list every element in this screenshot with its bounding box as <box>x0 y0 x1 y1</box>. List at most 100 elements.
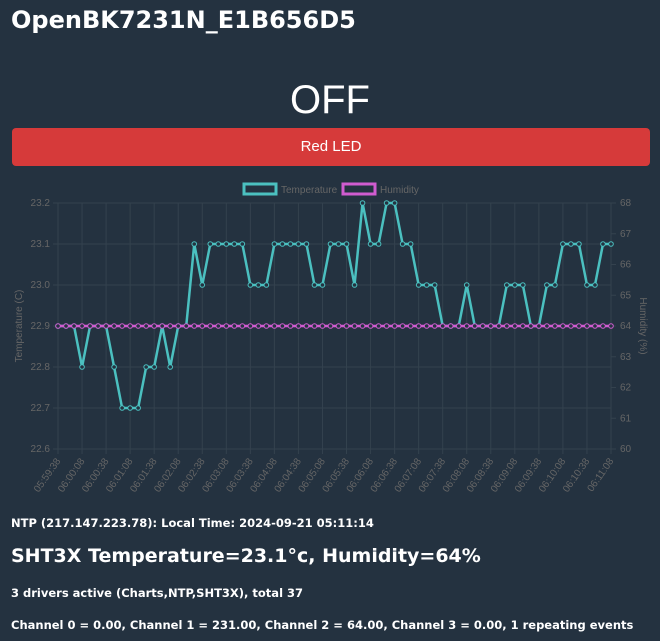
data-point <box>255 282 262 288</box>
data-point <box>431 323 438 329</box>
data-point <box>463 323 470 329</box>
y-tick-label: 22.9 <box>31 321 51 332</box>
data-point <box>71 323 77 329</box>
y2-tick-label: 61 <box>620 413 632 424</box>
data-point <box>495 323 502 329</box>
data-point <box>231 323 238 329</box>
data-point <box>463 282 470 288</box>
data-point <box>351 323 358 329</box>
data-point <box>415 323 422 329</box>
data-point <box>95 323 101 329</box>
y2-tick-label: 60 <box>620 444 632 455</box>
data-point <box>135 323 141 329</box>
data-point <box>127 405 133 411</box>
y2-tick-label: 67 <box>620 229 632 240</box>
data-point <box>287 323 294 329</box>
data-point <box>407 323 414 329</box>
data-point <box>560 323 566 329</box>
y2-tick-label: 63 <box>620 352 632 363</box>
data-point <box>544 282 550 288</box>
data-point <box>319 323 326 329</box>
data-point <box>247 323 254 329</box>
data-point <box>223 241 230 247</box>
sensor-line: SHT3X Temperature=23.1°c, Humidity=64% <box>11 545 481 567</box>
data-point <box>279 241 286 247</box>
y2-tick-label: 66 <box>620 260 632 271</box>
data-point <box>367 241 374 247</box>
toggle-button[interactable]: Red LED <box>12 128 650 166</box>
data-point <box>423 282 430 288</box>
data-point <box>111 323 117 329</box>
data-point <box>231 241 238 247</box>
y-tick-label: 22.8 <box>31 362 51 373</box>
data-point <box>375 323 382 329</box>
data-point <box>271 323 278 329</box>
data-point <box>423 323 430 329</box>
data-point <box>239 323 246 329</box>
data-point <box>399 241 406 247</box>
y2-tick-label: 62 <box>620 383 632 394</box>
data-point <box>87 323 93 329</box>
state-label: OFF <box>290 78 370 122</box>
data-point <box>127 323 133 329</box>
data-point <box>335 241 342 247</box>
data-point <box>247 282 254 288</box>
legend-swatch <box>341 182 377 196</box>
data-point <box>167 323 174 329</box>
data-point <box>552 282 558 288</box>
data-point <box>343 241 350 247</box>
data-point <box>504 323 510 329</box>
data-point <box>512 282 518 288</box>
data-point <box>391 323 398 329</box>
data-point <box>576 323 582 329</box>
data-point <box>520 282 526 288</box>
data-point <box>119 405 125 411</box>
data-point <box>536 323 542 329</box>
data-point <box>151 364 157 370</box>
data-point <box>111 364 117 370</box>
data-point <box>303 323 310 329</box>
data-point <box>327 241 334 247</box>
data-point <box>568 241 574 247</box>
data-point <box>407 241 414 247</box>
y-tick-label: 22.7 <box>31 403 51 414</box>
data-point <box>311 323 318 329</box>
data-point <box>119 323 125 329</box>
legend-swatch <box>242 182 278 196</box>
data-point <box>215 241 222 247</box>
drivers-line: 3 drivers active (Charts,NTP,SHT3X), tot… <box>11 586 304 600</box>
data-point <box>327 323 334 329</box>
data-point <box>415 282 422 288</box>
data-point <box>600 323 606 329</box>
data-point <box>295 241 302 247</box>
data-point <box>592 282 598 288</box>
data-point <box>263 282 270 288</box>
data-point <box>79 364 85 370</box>
y2-tick-label: 68 <box>620 198 632 209</box>
data-point <box>215 323 222 329</box>
data-point <box>239 241 246 247</box>
data-point <box>608 241 614 247</box>
series-line <box>58 201 611 410</box>
data-point <box>383 323 390 329</box>
y-axis-title: Temperature (C) <box>14 290 25 363</box>
data-point <box>271 241 278 247</box>
data-point <box>560 241 566 247</box>
data-point <box>439 323 446 329</box>
data-point <box>504 282 510 288</box>
data-point <box>103 323 109 329</box>
legend-label: Temperature <box>281 185 338 196</box>
data-point <box>159 323 165 329</box>
data-point <box>375 241 382 247</box>
data-point <box>199 282 206 288</box>
data-point <box>487 323 494 329</box>
data-point <box>520 323 526 329</box>
data-point <box>191 241 198 247</box>
data-point <box>391 200 398 206</box>
data-point <box>359 200 366 206</box>
y2-tick-label: 65 <box>620 290 632 301</box>
data-point <box>600 241 606 247</box>
data-point <box>303 241 310 247</box>
y2-tick-label: 64 <box>620 321 632 332</box>
data-point <box>447 323 454 329</box>
